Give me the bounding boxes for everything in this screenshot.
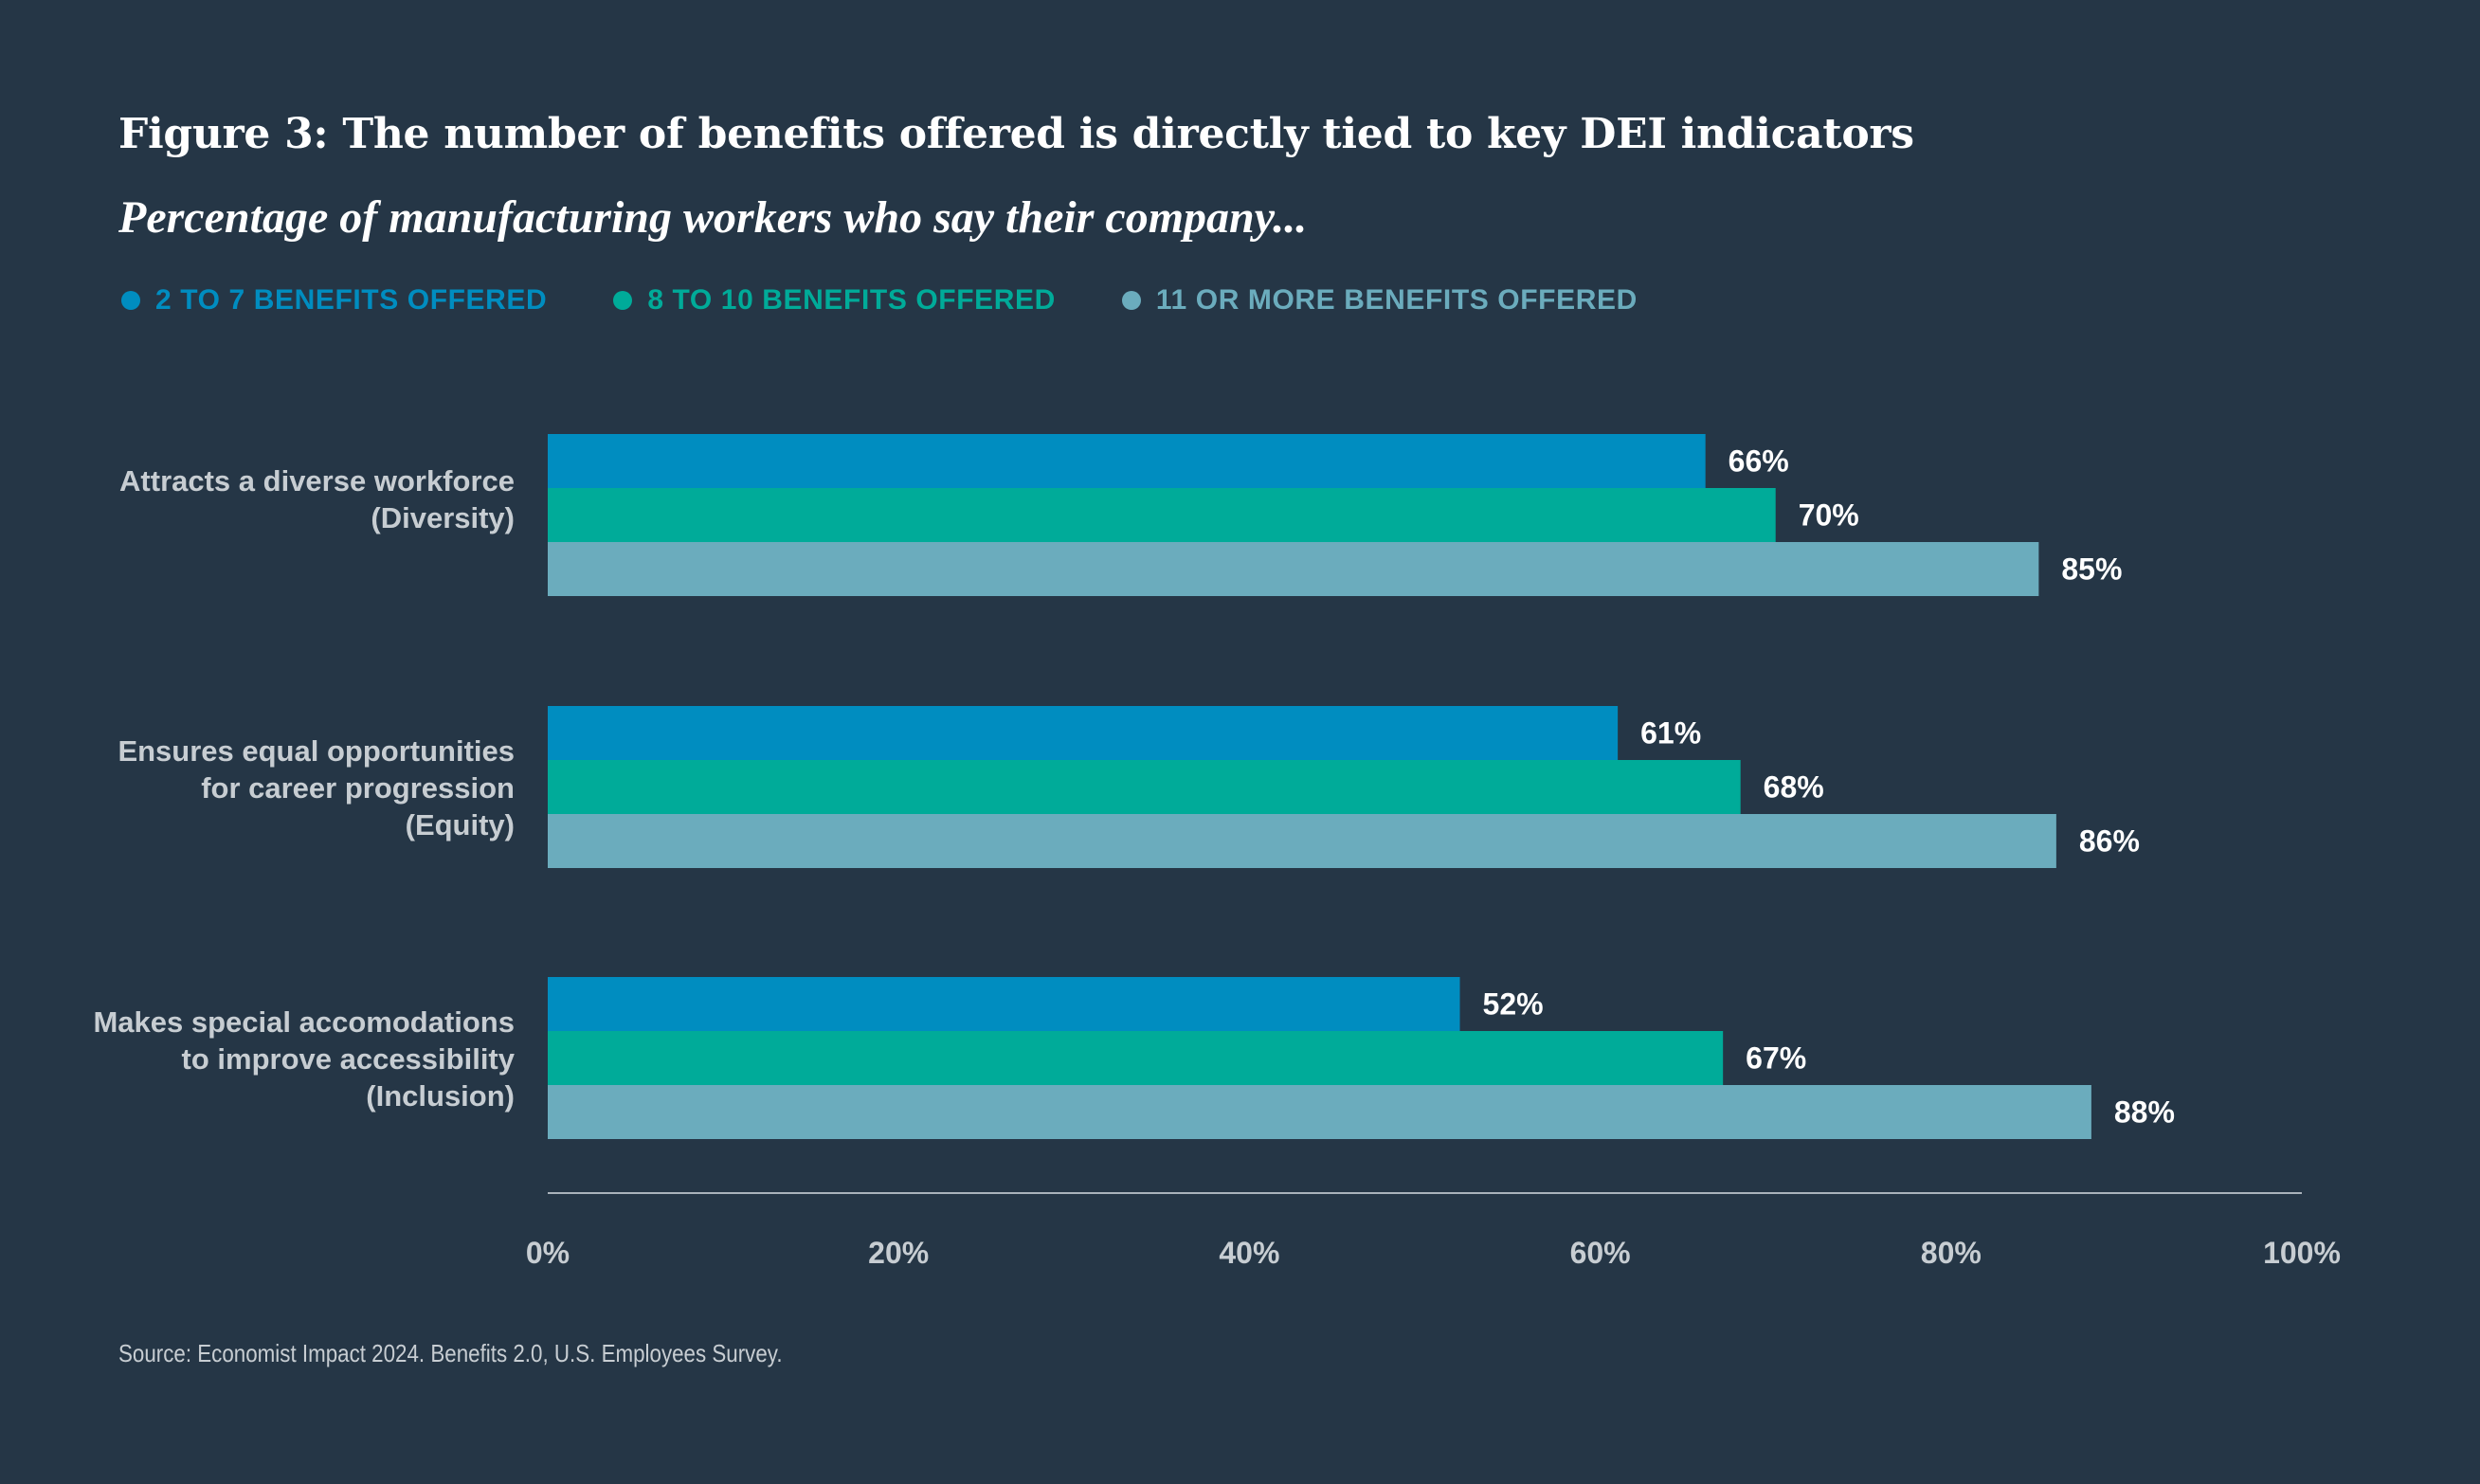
category-label-line: for career progression xyxy=(201,771,515,805)
value-label-cat3-series3: 88% xyxy=(2114,1095,2175,1130)
value-label-cat2-series1: 61% xyxy=(1640,716,1701,751)
legend-label-2-to-7: 2 TO 7 BENEFITS OFFERED xyxy=(155,284,548,316)
bar-cat3-series2 xyxy=(548,1031,1724,1085)
legend-label-8-to-10: 8 TO 10 BENEFITS OFFERED xyxy=(647,284,1056,316)
legend-dot-8-to-10 xyxy=(613,291,633,310)
x-tick-label: 60% xyxy=(1570,1236,1631,1270)
legend-item-2-to-7: 2 TO 7 BENEFITS OFFERED xyxy=(121,284,547,317)
legend-dot-2-to-7 xyxy=(121,291,140,310)
bar-cat2-series2 xyxy=(548,760,1741,814)
category-label-diversity: Attracts a diverse workforce (Diversity) xyxy=(119,462,515,536)
bar-cat2-series3 xyxy=(548,814,2056,868)
category-label-line: (Diversity) xyxy=(371,501,515,534)
x-tick-label: 20% xyxy=(868,1236,929,1270)
legend-item-11-or-more: 11 OR MORE BENEFITS OFFERED xyxy=(1121,284,1638,317)
legend-item-8-to-10: 8 TO 10 BENEFITS OFFERED xyxy=(613,284,1056,317)
bar-cat2-series1 xyxy=(548,706,1619,760)
bar-cat3-series1 xyxy=(548,977,1460,1031)
category-label-inclusion: Makes special accomodations to improve a… xyxy=(93,1004,515,1114)
category-label-line: to improve accessibility xyxy=(181,1042,515,1076)
value-label-cat3-series1: 52% xyxy=(1483,987,1544,1022)
category-label-line: Makes special accomodations xyxy=(93,1005,515,1039)
value-label-cat2-series2: 68% xyxy=(1764,770,1824,805)
category-label-line: (Equity) xyxy=(405,808,515,842)
value-label-cat1-series1: 66% xyxy=(1729,444,1789,479)
bar-cat1-series3 xyxy=(548,542,2039,596)
x-tick-label: 0% xyxy=(526,1236,570,1270)
category-label-line: (Inclusion) xyxy=(366,1079,515,1113)
value-label-cat2-series3: 86% xyxy=(2079,824,2140,859)
value-label-cat1-series3: 85% xyxy=(2061,552,2122,587)
bar-cat1-series2 xyxy=(548,488,1776,542)
legend-dot-11-or-more xyxy=(1121,291,1141,310)
legend: 2 TO 7 BENEFITS OFFERED 8 TO 10 BENEFITS… xyxy=(121,284,1704,317)
value-label-cat3-series2: 67% xyxy=(1746,1041,1806,1076)
value-label-cat1-series2: 70% xyxy=(1799,498,1859,533)
chart-title: Figure 3: The number of benefits offered… xyxy=(118,110,1914,158)
category-label-line: Ensures equal opportunities xyxy=(118,734,515,768)
legend-label-11-or-more: 11 OR MORE BENEFITS OFFERED xyxy=(1155,284,1638,316)
x-tick-label: 80% xyxy=(1921,1236,1982,1270)
x-tick-label: 40% xyxy=(1219,1236,1279,1270)
category-label-equity: Ensures equal opportunities for career p… xyxy=(118,733,515,843)
category-label-line: Attracts a diverse workforce xyxy=(119,464,515,498)
source-note: Source: Economist Impact 2024. Benefits … xyxy=(118,1339,783,1367)
bar-cat3-series3 xyxy=(548,1085,2091,1139)
chart-subtitle: Percentage of manufacturing workers who … xyxy=(118,192,1308,243)
bar-cat1-series1 xyxy=(548,434,1706,488)
x-tick-label: 100% xyxy=(2263,1236,2341,1270)
